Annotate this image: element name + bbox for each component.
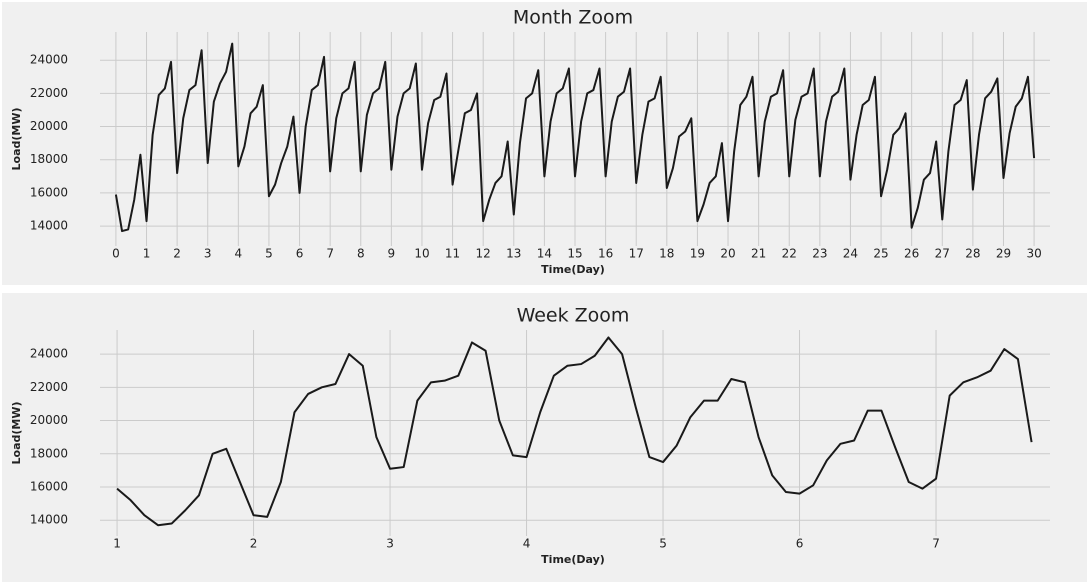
x-tick-label: 8 (357, 247, 365, 261)
x-tick-label: 23 (812, 247, 827, 261)
x-tick-label: 24 (843, 247, 858, 261)
x-tick-label: 6 (796, 537, 804, 551)
panel-background (2, 293, 1087, 582)
x-tick-label: 19 (690, 247, 705, 261)
x-tick-label: 13 (506, 247, 521, 261)
y-axis-label: Load(MW) (10, 108, 23, 171)
y-tick-label: 16000 (30, 185, 68, 199)
y-tick-label: 24000 (30, 347, 68, 361)
x-tick-label: 2 (173, 247, 181, 261)
x-axis-label: Time(Day) (541, 553, 605, 566)
y-tick-label: 22000 (30, 380, 68, 394)
y-tick-label: 18000 (30, 446, 68, 460)
y-tick-label: 14000 (30, 219, 68, 233)
y-tick-label: 20000 (30, 119, 68, 133)
x-tick-label: 20 (720, 247, 735, 261)
chart-title: Month Zoom (513, 7, 633, 29)
x-tick-label: 17 (629, 247, 644, 261)
chart-title: Week Zoom (517, 305, 630, 327)
x-tick-label: 1 (143, 247, 151, 261)
y-tick-label: 16000 (30, 479, 68, 493)
x-tick-label: 21 (751, 247, 766, 261)
y-tick-label: 20000 (30, 413, 68, 427)
x-tick-label: 16 (598, 247, 613, 261)
x-tick-label: 15 (567, 247, 582, 261)
x-tick-label: 7 (326, 247, 334, 261)
load-line (116, 336, 1033, 527)
x-axis-label: Time(Day) (541, 263, 605, 276)
x-tick-label: 25 (873, 247, 888, 261)
y-axis-label: Load(MW) (10, 402, 23, 465)
x-tick-label: 6 (296, 247, 304, 261)
x-tick-label: 2 (250, 537, 258, 551)
x-tick-label: 14 (537, 247, 552, 261)
x-tick-label: 29 (996, 247, 1011, 261)
x-tick-label: 26 (904, 247, 919, 261)
x-tick-label: 3 (386, 537, 394, 551)
x-tick-label: 4 (523, 537, 531, 551)
y-tick-label: 24000 (30, 53, 68, 67)
x-tick-label: 5 (265, 247, 273, 261)
x-tick-label: 3 (204, 247, 212, 261)
load-line (114, 42, 1036, 233)
x-tick-label: 1 (113, 537, 121, 551)
x-tick-label: 22 (782, 247, 797, 261)
x-tick-label: 10 (414, 247, 429, 261)
y-tick-label: 22000 (30, 86, 68, 100)
x-tick-label: 0 (112, 247, 120, 261)
x-tick-label: 11 (445, 247, 460, 261)
y-tick-label: 18000 (30, 152, 68, 166)
x-tick-label: 27 (935, 247, 950, 261)
x-tick-label: 30 (1026, 247, 1041, 261)
x-tick-label: 5 (659, 537, 667, 551)
x-tick-label: 18 (659, 247, 674, 261)
y-tick-label: 14000 (30, 513, 68, 527)
x-tick-label: 12 (476, 247, 491, 261)
x-tick-label: 4 (235, 247, 243, 261)
x-tick-label: 28 (965, 247, 980, 261)
subplot: 14000 16000 18000 20000 22000 24000 1 2 3 4 5 6 7 Wee… (2, 293, 1087, 582)
x-tick-label: 9 (388, 247, 396, 261)
x-tick-label: 7 (932, 537, 940, 551)
